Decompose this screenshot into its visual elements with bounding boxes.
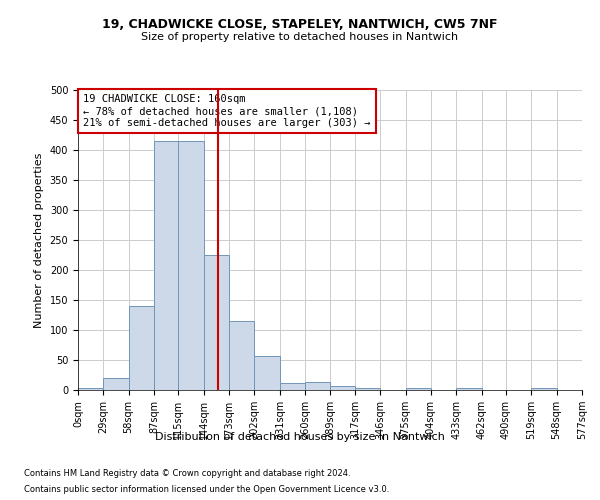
Text: Contains public sector information licensed under the Open Government Licence v3: Contains public sector information licen… <box>24 484 389 494</box>
Y-axis label: Number of detached properties: Number of detached properties <box>34 152 44 328</box>
Bar <box>103 378 128 390</box>
Bar <box>204 255 229 390</box>
Bar <box>280 383 305 390</box>
Text: Contains HM Land Registry data © Crown copyright and database right 2024.: Contains HM Land Registry data © Crown c… <box>24 470 350 478</box>
Bar <box>331 386 355 390</box>
Bar <box>305 382 331 390</box>
Text: Size of property relative to detached houses in Nantwich: Size of property relative to detached ho… <box>142 32 458 42</box>
Bar <box>406 388 431 390</box>
Text: 19 CHADWICKE CLOSE: 160sqm
← 78% of detached houses are smaller (1,108)
21% of s: 19 CHADWICKE CLOSE: 160sqm ← 78% of deta… <box>83 94 371 128</box>
Bar <box>254 356 280 390</box>
Bar <box>229 321 254 390</box>
Bar <box>178 141 204 390</box>
Text: Distribution of detached houses by size in Nantwich: Distribution of detached houses by size … <box>155 432 445 442</box>
Bar <box>128 306 154 390</box>
Text: 19, CHADWICKE CLOSE, STAPELEY, NANTWICH, CW5 7NF: 19, CHADWICKE CLOSE, STAPELEY, NANTWICH,… <box>102 18 498 30</box>
Bar <box>355 388 380 390</box>
Bar <box>154 141 178 390</box>
Bar <box>456 388 482 390</box>
Bar <box>78 388 103 390</box>
Bar <box>532 388 557 390</box>
